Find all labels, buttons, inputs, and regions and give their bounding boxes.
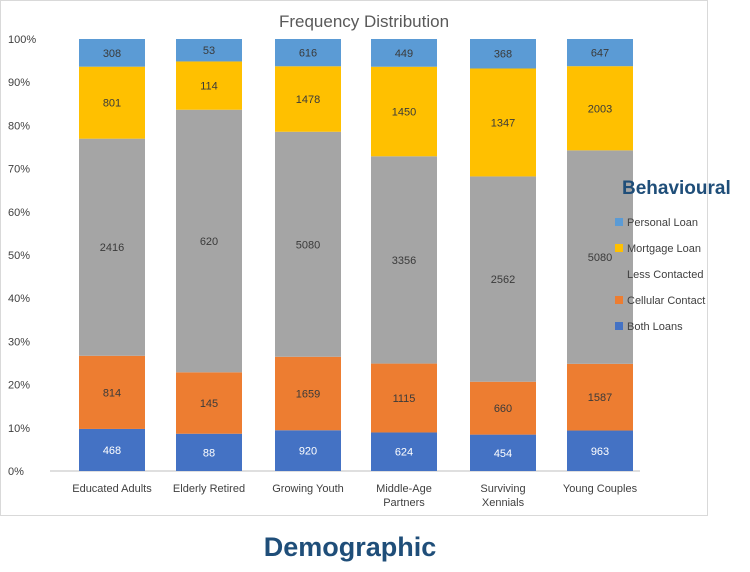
data-label: 2003 xyxy=(588,103,612,115)
data-label: 3356 xyxy=(392,255,416,267)
data-label: 2562 xyxy=(491,274,515,286)
y-tick-label: 80% xyxy=(8,120,30,132)
data-label: 454 xyxy=(494,448,512,460)
chart-panel: Frequency Distribution 0% 10% 20% 30% 40% 50%… xyxy=(0,0,731,516)
legend-item-label: Cellular Contact xyxy=(627,295,705,307)
data-label: 1587 xyxy=(588,392,612,404)
x-axis-title: Demographic xyxy=(263,532,437,562)
data-label: 1450 xyxy=(392,107,416,119)
bar-segment xyxy=(567,363,633,431)
legend: Personal Loan Mortgage Loan Less Contacted… xyxy=(615,217,705,333)
legend-swatch xyxy=(615,218,623,226)
bar-segment xyxy=(176,372,242,434)
bar-segment xyxy=(275,430,341,471)
data-label: 53 xyxy=(203,45,215,57)
bar-segment xyxy=(470,39,536,69)
stacked-bar-chart: Frequency Distribution 0% 10% 20% 30% 40% 50%… xyxy=(0,0,708,516)
y-tick-label: 90% xyxy=(8,77,30,89)
x-tick-label: Growing Youth xyxy=(272,483,344,495)
x-tick-label: Middle-Age Partners xyxy=(376,483,432,509)
legend-item-label: Both Loans xyxy=(627,321,683,333)
bar-segment xyxy=(176,433,242,471)
x-tick-label: Young Couples xyxy=(563,483,638,495)
data-label: 920 xyxy=(299,446,317,458)
data-label: 1347 xyxy=(491,117,515,129)
y-tick-label: 60% xyxy=(8,207,30,219)
bar-segment xyxy=(371,363,437,433)
legend-swatch xyxy=(615,296,623,304)
y-tick-label: 100% xyxy=(8,34,36,46)
data-label: 1659 xyxy=(296,389,320,401)
y-tick-label: 70% xyxy=(8,164,30,176)
bar-segment xyxy=(79,39,145,67)
y-tick-label: 0% xyxy=(8,466,24,478)
data-label: 468 xyxy=(103,445,121,457)
bar-segment xyxy=(470,381,536,435)
bar-segment xyxy=(371,39,437,67)
bars: 468 814 2416 801 308 88 145 620 114 53 920 1659 5080… xyxy=(79,39,633,471)
x-tick-label: Elderly Retired xyxy=(173,483,245,495)
bar-segment xyxy=(176,39,242,62)
y-tick-label: 50% xyxy=(8,250,30,262)
data-label: 368 xyxy=(494,49,512,61)
y-tick-label: 20% xyxy=(8,380,30,392)
bar-segment xyxy=(176,109,242,373)
chart-title: Frequency Distribution xyxy=(279,12,449,31)
data-label: 114 xyxy=(200,81,218,93)
legend-item-label: Personal Loan xyxy=(627,217,698,229)
data-label: 616 xyxy=(299,48,317,60)
bar-segment xyxy=(371,432,437,471)
x-tick-label: Educated Adults xyxy=(72,483,152,495)
x-tick-label: Surviving Xennials xyxy=(480,483,525,509)
bar-segment xyxy=(470,176,536,382)
y-tick-label: 10% xyxy=(8,423,30,435)
data-label: 308 xyxy=(103,48,121,60)
data-label: 814 xyxy=(103,387,121,399)
data-label: 88 xyxy=(203,447,215,459)
bar-segment xyxy=(79,428,145,471)
data-label: 2416 xyxy=(100,242,124,254)
bar-segment xyxy=(567,39,633,67)
bar-segment xyxy=(79,355,145,429)
bar-segment xyxy=(567,66,633,151)
data-label: 801 xyxy=(103,98,121,110)
legend-item-label: Mortgage Loan xyxy=(627,243,701,255)
data-label: 1115 xyxy=(393,393,416,405)
data-label: 963 xyxy=(591,446,609,458)
data-label: 624 xyxy=(395,447,413,459)
y-axis: 0% 10% 20% 30% 40% 50% 60% 70% 80% 90% 100% xyxy=(8,34,36,478)
bar-segment xyxy=(79,66,145,139)
legend-swatch xyxy=(615,244,623,252)
bar-segment xyxy=(371,66,437,157)
data-label: 449 xyxy=(395,48,413,60)
bar-segment xyxy=(79,138,145,356)
data-label: 5080 xyxy=(588,252,612,264)
y-tick-label: 30% xyxy=(8,336,30,348)
data-label: 1478 xyxy=(296,94,320,106)
bar-segment xyxy=(275,356,341,431)
data-label: 620 xyxy=(200,236,218,248)
bar-segment xyxy=(275,131,341,357)
x-axis-categories: Educated Adults Elderly Retired Growing Yo… xyxy=(72,483,637,509)
data-label: 660 xyxy=(494,403,512,415)
bar-segment xyxy=(470,68,536,177)
data-label: 145 xyxy=(200,398,218,410)
bar-segment xyxy=(275,39,341,67)
bar-segment xyxy=(275,66,341,132)
legend-title: Behavioural xyxy=(622,178,731,199)
legend-swatch xyxy=(615,322,623,330)
y-tick-label: 40% xyxy=(8,293,30,305)
bar-segment xyxy=(176,61,242,110)
bar-segment xyxy=(470,434,536,471)
bar-segment xyxy=(371,156,437,364)
legend-swatch xyxy=(615,270,623,278)
bar-segment xyxy=(567,430,633,471)
data-label: 5080 xyxy=(296,239,320,251)
data-label: 647 xyxy=(591,48,609,60)
legend-item-label: Less Contacted xyxy=(627,269,703,281)
